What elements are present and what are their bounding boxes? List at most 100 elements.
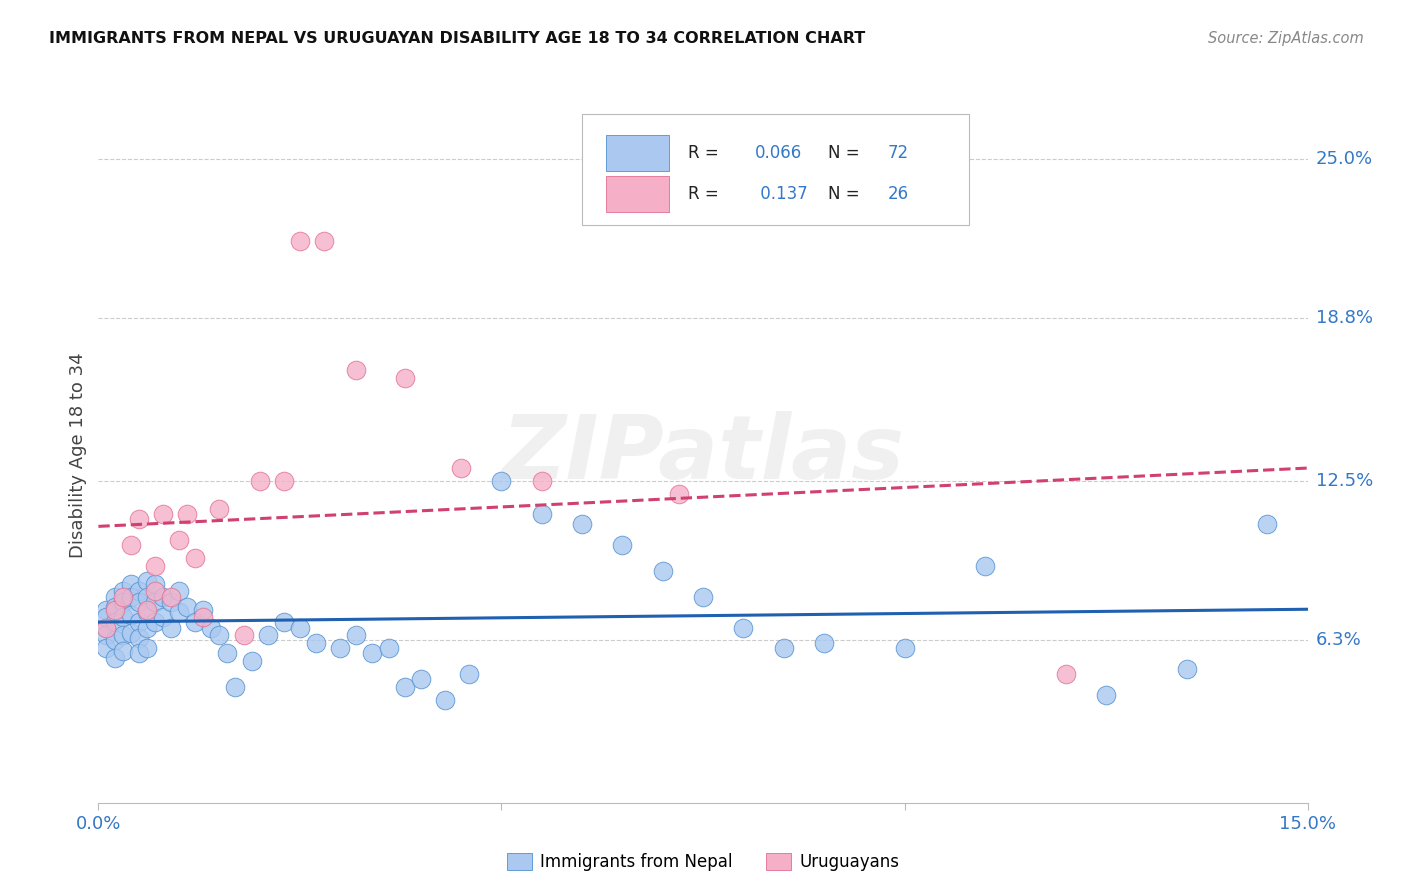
Point — [135, 574, 157, 589]
Point — [305, 636, 328, 650]
Legend: Immigrants from Nepal, Uruguayans: Immigrants from Nepal, Uruguayans — [501, 847, 905, 878]
Point — [152, 610, 174, 624]
Point — [394, 370, 416, 384]
Point — [409, 672, 432, 686]
Point — [232, 628, 254, 642]
Point — [143, 615, 166, 630]
Point — [128, 646, 150, 660]
Point — [377, 641, 399, 656]
Point — [273, 474, 295, 488]
Point — [434, 692, 457, 706]
Point — [612, 538, 634, 552]
Point — [184, 551, 207, 566]
Text: N =: N = — [828, 186, 859, 203]
Point — [120, 607, 142, 622]
Point — [103, 590, 125, 604]
Point — [813, 636, 835, 650]
Point — [273, 615, 295, 630]
Point — [103, 633, 125, 648]
Point — [152, 590, 174, 604]
Point — [314, 234, 336, 248]
Point — [651, 564, 673, 578]
Point — [361, 646, 384, 660]
Point — [96, 621, 118, 635]
Point — [111, 644, 134, 658]
Point — [249, 474, 271, 488]
Point — [1175, 662, 1198, 676]
Point — [143, 558, 166, 573]
Point — [128, 512, 150, 526]
Text: 12.5%: 12.5% — [1316, 472, 1374, 490]
Point — [135, 590, 157, 604]
Point — [160, 621, 183, 635]
Text: 72: 72 — [889, 144, 910, 162]
Point — [1054, 667, 1077, 681]
Point — [135, 621, 157, 635]
Point — [160, 595, 183, 609]
Point — [491, 474, 513, 488]
Point — [394, 680, 416, 694]
Point — [193, 602, 215, 616]
FancyBboxPatch shape — [582, 114, 969, 226]
Text: R =: R = — [689, 186, 720, 203]
Point — [571, 517, 593, 532]
Point — [184, 615, 207, 630]
Point — [128, 595, 150, 609]
Point — [329, 641, 352, 656]
Point — [96, 602, 118, 616]
Point — [530, 474, 553, 488]
Point — [193, 610, 215, 624]
Point — [160, 590, 183, 604]
Point — [240, 654, 263, 668]
Point — [120, 590, 142, 604]
Point — [96, 641, 118, 656]
Point — [96, 610, 118, 624]
Point — [974, 558, 997, 573]
Text: 25.0%: 25.0% — [1316, 150, 1374, 168]
Point — [143, 595, 166, 609]
Point — [733, 621, 755, 635]
Point — [224, 680, 246, 694]
Point — [103, 651, 125, 665]
Text: Source: ZipAtlas.com: Source: ZipAtlas.com — [1208, 31, 1364, 46]
Point — [96, 621, 118, 635]
Point — [128, 615, 150, 630]
Point — [1095, 688, 1118, 702]
Y-axis label: Disability Age 18 to 34: Disability Age 18 to 34 — [69, 352, 87, 558]
Point — [111, 590, 134, 604]
Point — [344, 363, 367, 377]
Point — [103, 615, 125, 630]
Point — [111, 595, 134, 609]
Point — [143, 584, 166, 599]
Point — [208, 628, 231, 642]
Point — [111, 628, 134, 642]
Text: 0.137: 0.137 — [755, 186, 807, 203]
Point — [143, 576, 166, 591]
Point — [1256, 517, 1278, 532]
Point — [176, 599, 198, 614]
Point — [135, 602, 157, 616]
Point — [200, 621, 222, 635]
Point — [344, 628, 367, 642]
Point — [103, 599, 125, 614]
Point — [111, 610, 134, 624]
Point — [208, 502, 231, 516]
FancyBboxPatch shape — [606, 176, 669, 212]
Point — [288, 234, 311, 248]
Text: IMMIGRANTS FROM NEPAL VS URUGUAYAN DISABILITY AGE 18 TO 34 CORRELATION CHART: IMMIGRANTS FROM NEPAL VS URUGUAYAN DISAB… — [49, 31, 866, 46]
Point — [103, 602, 125, 616]
Text: 26: 26 — [889, 186, 910, 203]
Point — [668, 486, 690, 500]
Point — [772, 641, 794, 656]
Point — [152, 507, 174, 521]
Point — [692, 590, 714, 604]
Point — [128, 584, 150, 599]
Text: 0.066: 0.066 — [755, 144, 803, 162]
Point — [458, 667, 481, 681]
Point — [217, 646, 239, 660]
Text: 6.3%: 6.3% — [1316, 632, 1361, 649]
Point — [135, 641, 157, 656]
Point — [96, 628, 118, 642]
Point — [120, 625, 142, 640]
Point — [120, 538, 142, 552]
